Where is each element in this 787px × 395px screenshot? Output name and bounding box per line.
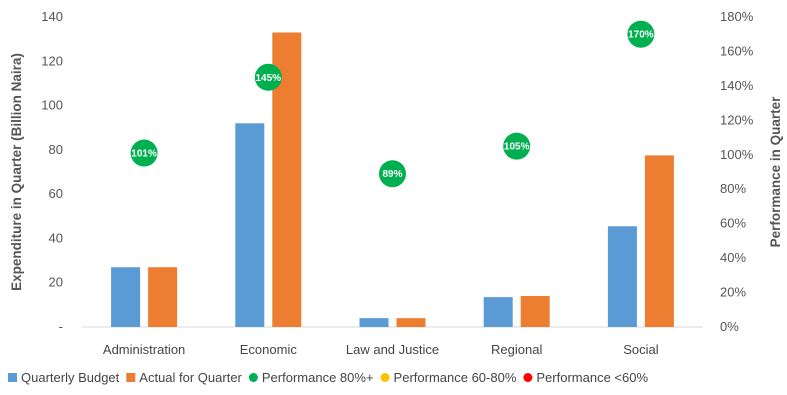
legend-marker bbox=[248, 373, 258, 382]
y2-tick-label: 100% bbox=[720, 147, 754, 162]
performance-label: 170% bbox=[628, 30, 654, 41]
y-axis-ticks: - 20 40 60 80 100 120 140 bbox=[41, 9, 63, 334]
y2-tick-label: 20% bbox=[720, 285, 746, 300]
budget-bar bbox=[359, 318, 389, 327]
budget-bar bbox=[607, 226, 637, 327]
y-tick-label: 60 bbox=[49, 186, 63, 201]
legend-label: Performance 80%+ bbox=[262, 370, 374, 385]
category-label: Social bbox=[623, 342, 659, 357]
budget-bar bbox=[483, 297, 513, 327]
category-labels: Administration Economic Law and Justice Reg… bbox=[103, 342, 659, 357]
performance-marker bbox=[627, 20, 655, 48]
y-tick-label: 40 bbox=[49, 230, 63, 245]
y2-tick-label: 180% bbox=[720, 9, 754, 24]
y2-tick-label: 120% bbox=[720, 112, 754, 127]
y-tick-label: 120 bbox=[41, 53, 63, 68]
performance-label: 105% bbox=[504, 142, 530, 153]
actual-bar bbox=[520, 296, 550, 327]
actual-bar bbox=[644, 155, 674, 327]
performance-markers: 101% 145% 89% 105% 170% bbox=[130, 20, 655, 188]
y2-tick-label: 40% bbox=[720, 250, 746, 265]
category-label: Law and Justice bbox=[346, 342, 439, 357]
y2-tick-label: 160% bbox=[720, 43, 754, 58]
y2-axis-ticks: 0% 20% 40% 60% 80% 100% 120% 140% 160% 180% bbox=[720, 9, 754, 334]
performance-marker bbox=[130, 139, 158, 167]
y-tick-label: 80 bbox=[49, 142, 63, 157]
budget-bar bbox=[235, 123, 265, 328]
legend-label: Actual for Quarter bbox=[139, 370, 242, 385]
budget-bar bbox=[111, 267, 141, 327]
performance-label: 89% bbox=[382, 169, 402, 180]
y-tick-label: 100 bbox=[41, 98, 63, 113]
legend-marker bbox=[126, 373, 136, 382]
performance-label: 101% bbox=[131, 149, 157, 160]
category-label: Economic bbox=[240, 342, 298, 357]
category-label: Regional bbox=[491, 342, 542, 357]
performance-marker bbox=[379, 160, 406, 188]
legend-marker bbox=[523, 373, 533, 382]
legend-marker bbox=[380, 373, 390, 382]
legend-label: Performance <60% bbox=[536, 370, 648, 385]
y2-tick-label: 60% bbox=[720, 216, 746, 231]
legend-label: Performance 60-80% bbox=[394, 370, 517, 385]
y-axis-title: Expenditure in Quarter (Billion Naira) bbox=[9, 53, 24, 291]
performance-marker bbox=[503, 132, 531, 160]
y2-tick-label: 0% bbox=[720, 319, 739, 334]
legend-label: Quarterly Budget bbox=[21, 370, 120, 385]
actual-bar bbox=[396, 318, 426, 327]
actual-bar bbox=[148, 267, 178, 327]
performance-label: 145% bbox=[256, 73, 282, 84]
y2-axis-title: Performance in Quarter bbox=[768, 96, 783, 248]
y-tick-label: 140 bbox=[41, 9, 63, 24]
category-label: Administration bbox=[103, 342, 185, 357]
performance-marker bbox=[254, 63, 282, 91]
y-tick-label: 20 bbox=[49, 275, 63, 290]
y-tick-label: - bbox=[59, 319, 63, 334]
legend: Quarterly Budget Actual for Quarter Perfor… bbox=[8, 370, 648, 385]
legend-marker bbox=[8, 373, 17, 382]
y2-tick-label: 140% bbox=[720, 78, 754, 93]
y2-tick-label: 80% bbox=[720, 181, 746, 196]
